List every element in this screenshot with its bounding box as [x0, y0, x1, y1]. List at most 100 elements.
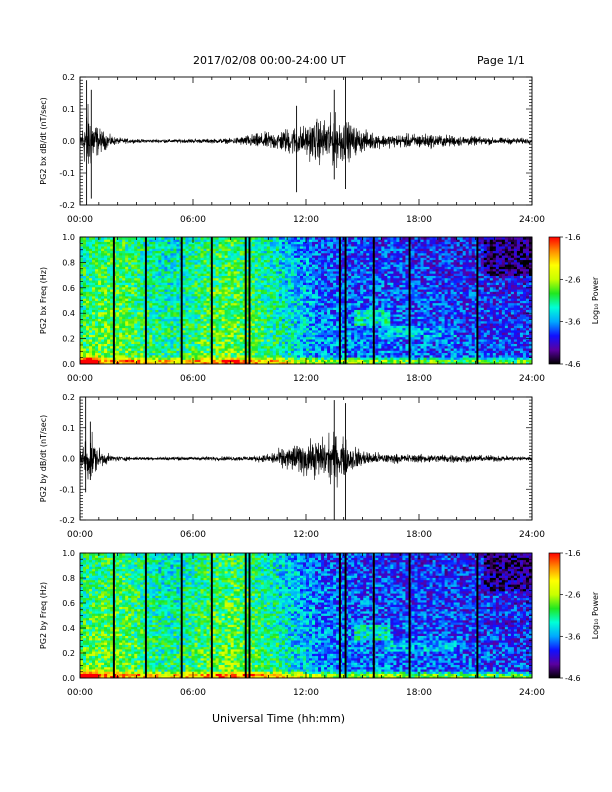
spectrogram-cell	[290, 277, 295, 281]
spectrogram-cell	[263, 302, 268, 306]
spectrogram-cell	[200, 293, 204, 297]
spectrogram-cell	[140, 345, 144, 349]
spectrogram-cell	[104, 250, 108, 254]
spectrogram-cell	[101, 352, 105, 356]
spectrogram-cell	[330, 293, 334, 297]
spectrogram-cell	[239, 284, 244, 288]
spectrogram-cell	[233, 334, 238, 338]
spectrogram-cell	[233, 352, 238, 356]
spectrogram-cell	[236, 246, 241, 249]
spectrogram-cell	[299, 275, 304, 279]
spectrogram-cell	[200, 291, 204, 295]
spectrogram-cell	[293, 266, 298, 270]
spectrogram-cell	[131, 255, 135, 258]
spectrogram-cell	[293, 316, 298, 320]
spectrogram-cell	[92, 282, 96, 286]
spectrogram-cell	[101, 332, 105, 335]
spectrogram-cell	[327, 255, 331, 258]
spectrogram-cell	[92, 261, 96, 265]
spectrogram-cell	[242, 284, 247, 288]
spectrogram-cell	[306, 359, 310, 363]
spectrogram-cell	[239, 289, 244, 292]
spectrogram-cell	[293, 284, 298, 288]
spectrogram-cell	[107, 284, 111, 288]
spectrogram-cell	[191, 354, 195, 358]
spectrogram-cell	[137, 271, 141, 274]
spectrogram-cell	[80, 325, 84, 329]
spectrogram-cell	[290, 286, 295, 290]
spectrogram-cell	[327, 318, 331, 322]
spectrogram-cell	[194, 357, 198, 360]
spectrogram-cell	[257, 257, 262, 261]
spectrogram-cell	[236, 361, 241, 365]
spectrogram-cell	[110, 268, 114, 272]
spectrogram-cell	[128, 261, 132, 265]
spectrogram-cell	[83, 246, 87, 249]
spectrogram-cell	[101, 325, 105, 329]
spectrogram-cell	[318, 316, 322, 320]
spectrogram-cell	[299, 327, 304, 331]
spectrogram-cell	[149, 266, 153, 270]
spectrogram-cell	[242, 334, 247, 338]
spectrogram-cell	[197, 341, 201, 344]
spectrogram-cell	[182, 241, 186, 245]
spectrogram-cell	[330, 350, 334, 354]
spectrogram-cell	[272, 275, 277, 279]
spectrogram-cell	[269, 305, 274, 308]
spectrogram-cell	[251, 314, 256, 317]
spectrogram-cell	[272, 314, 277, 317]
spectrogram-cell	[173, 250, 177, 254]
spectrogram-cell	[140, 241, 144, 245]
spectrogram-cell	[161, 257, 165, 261]
spectrogram-cell	[164, 237, 168, 240]
spectrogram-cell	[131, 300, 135, 304]
spectrogram-cell	[321, 327, 325, 331]
spectrogram-cell	[242, 261, 247, 265]
spectrogram-cell	[152, 277, 156, 281]
spectrogram-cell	[83, 298, 87, 301]
spectrogram-cell	[110, 339, 114, 342]
spectrogram-cell	[227, 282, 232, 286]
spectrogram-cell	[312, 280, 316, 283]
spectrogram-cell	[80, 246, 84, 249]
spectrogram-cell	[167, 357, 171, 360]
spectrogram-cell	[251, 275, 256, 279]
spectrogram-cell	[101, 237, 105, 240]
spectrogram-cell	[167, 311, 171, 315]
spectrogram-cell	[287, 323, 292, 326]
spectrogram-cell	[333, 302, 337, 306]
spectrogram-cell	[170, 329, 174, 333]
spectrogram-cell	[116, 339, 120, 342]
spectrogram-cell	[293, 275, 298, 279]
spectrogram-cell	[290, 266, 295, 270]
spectrogram-cell	[236, 345, 241, 349]
spectrogram-cell	[98, 311, 102, 315]
spectrogram-cell	[330, 316, 334, 320]
spectrogram-cell	[83, 277, 87, 281]
spectrogram-cell	[167, 255, 171, 258]
spectrogram-cell	[128, 334, 132, 338]
spectrogram-cell	[200, 341, 204, 344]
spectrogram-cell	[287, 273, 292, 276]
spectrogram-cell	[116, 357, 120, 360]
spectrogram-cell	[125, 275, 129, 279]
spectrogram-cell	[116, 241, 120, 245]
spectrogram-cell	[309, 280, 313, 283]
spectrogram-cell	[336, 237, 340, 240]
spectrogram-cell	[89, 273, 93, 276]
spectrogram-cell	[321, 350, 325, 354]
spectrogram-cell	[155, 266, 159, 270]
spectrogram-cell	[324, 336, 328, 340]
spectrogram-cell	[333, 237, 337, 240]
spectrogram-cell	[315, 352, 319, 356]
spectrogram-cell	[197, 252, 201, 256]
spectrogram-cell	[206, 241, 210, 245]
spectrogram-cell	[146, 323, 150, 326]
spectrogram-cell	[251, 361, 256, 365]
spectrogram-cell	[287, 325, 292, 329]
spectrogram-cell	[318, 298, 322, 301]
spectrogram-cell	[221, 275, 226, 279]
spectrogram-cell	[296, 316, 301, 320]
spectrogram-cell	[158, 339, 162, 342]
spectrogram-cell	[83, 295, 87, 299]
